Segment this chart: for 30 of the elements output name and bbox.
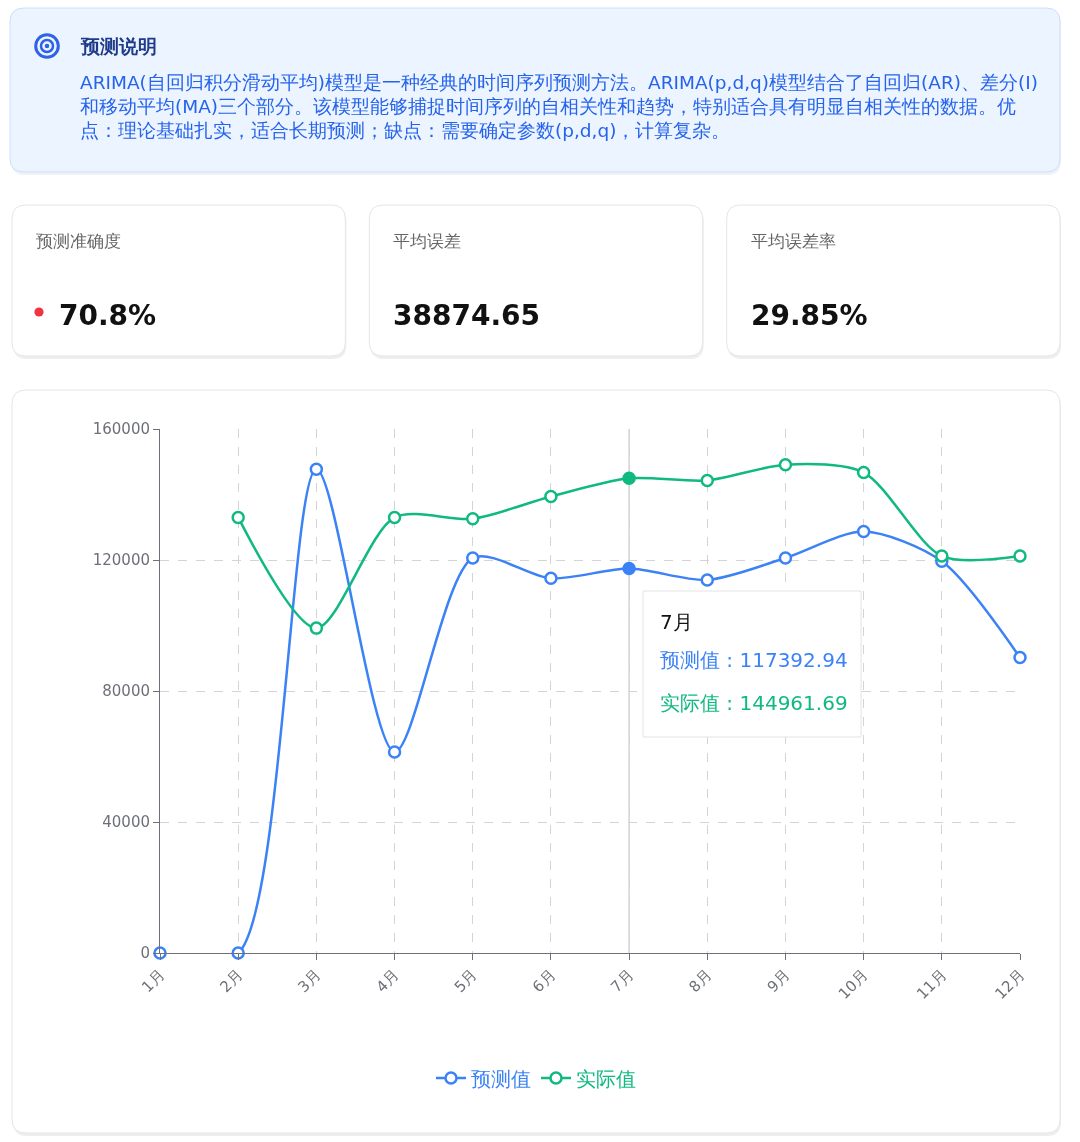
text: 预测说明	[80, 35, 157, 57]
text: 38874.65	[393, 299, 541, 332]
x-tick-label: 1月	[138, 965, 169, 996]
x-tick-label: 11月	[913, 965, 950, 1003]
x-tick-label: 3月	[294, 965, 325, 996]
x-tick-label: 9月	[763, 965, 794, 996]
category-label: 平均误差率	[751, 231, 836, 251]
legend-label: 预测值	[471, 1066, 531, 1091]
x-tick-label: 2月	[216, 965, 247, 996]
y-tick-label: 120000	[92, 551, 150, 570]
category-label: 平均误差	[393, 231, 461, 251]
annotation: 实际值 : 144961.69	[660, 691, 848, 715]
text: ARIMA(自回归积分滑动平均)模型是一种经典的时间序列预测方法。ARIMA(p,d,q)模型结合了自回归(AR)、差分(I)和移动平均(MA)三个部分。该模型能够捕捉时间序列的自相关性和趋势，特别适合具有明显自相关性的数据。优点：理论基础扎实，适合长期预测；缺点：需要确定参数(p,d,q)，计算复杂。	[80, 72, 1038, 142]
x-tick-label: 4月	[372, 965, 403, 996]
x-tick-label: 12月	[991, 965, 1029, 1003]
category-label: 预测准确度	[36, 231, 121, 251]
annotation: 预测值 : 117392.94	[660, 648, 848, 672]
legend-label: 实际值	[576, 1066, 636, 1091]
x-tick-label: 7月	[607, 965, 638, 996]
x-tick-label: 5月	[450, 965, 481, 996]
x-tick-label: 6月	[528, 965, 560, 996]
y-tick-label: 0	[140, 944, 150, 963]
x-tick-label: 8月	[685, 965, 716, 996]
y-tick-label: 80000	[102, 682, 150, 701]
text: 29.85%	[751, 299, 868, 332]
text: 70.8%	[59, 299, 157, 332]
y-tick-label: 160000	[92, 420, 150, 439]
x-tick-label: 10月	[834, 965, 872, 1003]
annotation: 7月	[660, 610, 693, 634]
y-tick-label: 40000	[102, 813, 150, 832]
